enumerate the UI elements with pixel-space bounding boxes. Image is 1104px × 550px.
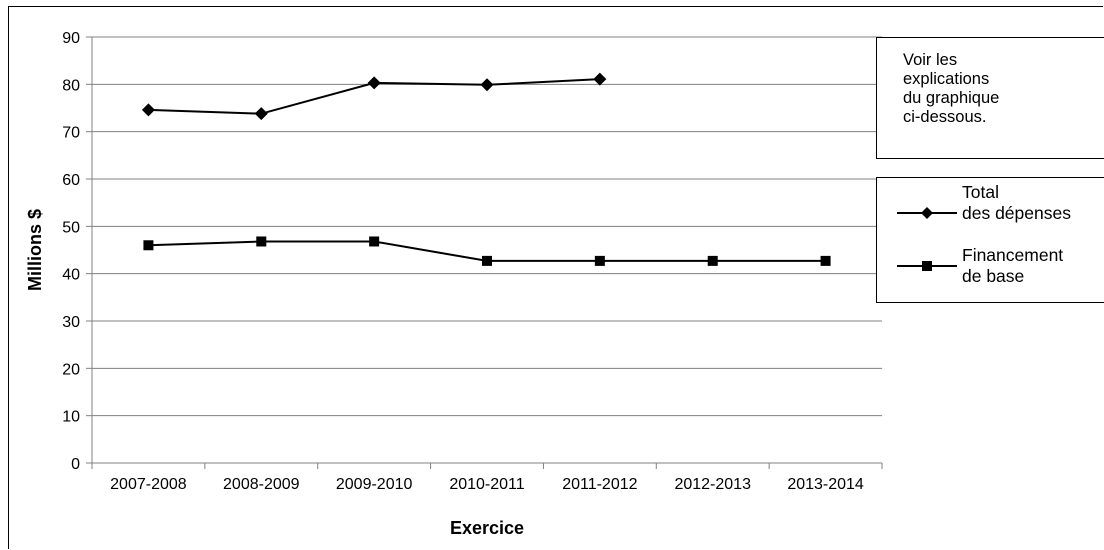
diamond-marker-icon (897, 207, 957, 219)
x-tick-label: 2010-2011 (449, 476, 524, 493)
diamond-point (593, 72, 607, 86)
y-tick-label: 80 (62, 77, 80, 94)
diamond-point (367, 76, 381, 90)
square-point (482, 255, 492, 266)
legend-item-financement-base: Financement de base (877, 245, 1104, 297)
x-tick-label: 2007-2008 (110, 476, 187, 493)
x-tick-label: 2009-2010 (336, 476, 413, 493)
x-tick-label: 2013-2014 (787, 476, 864, 493)
legend-label-line: Financement (962, 245, 1064, 265)
note-line: ci-dessous. (903, 108, 987, 126)
legend-item-total-depenses: Total des dépenses (877, 182, 1104, 234)
y-tick-label: 90 (62, 30, 80, 47)
x-axis-title: Exercice (450, 518, 524, 538)
y-axis-title: Millions $ (25, 209, 45, 291)
square-point (594, 255, 605, 266)
note-line: explications (903, 70, 990, 88)
y-tick-label: 30 (62, 314, 80, 331)
square-point (820, 255, 831, 266)
legend-label-line: de base (962, 266, 1025, 286)
legend: Total des dépenses Financement de base (876, 177, 1104, 303)
chart-frame (8, 6, 1103, 549)
note-line: Voir les (903, 51, 958, 69)
y-tick-label: 10 (62, 409, 80, 426)
legend-label-line: Total (962, 182, 999, 202)
legend-label: Financement de base (962, 245, 1063, 287)
y-tick-label: 60 (62, 172, 80, 189)
square-point (707, 255, 718, 266)
square-point (143, 240, 154, 251)
x-tick-label: 2011-2012 (562, 476, 637, 493)
square-point (369, 236, 380, 247)
diamond-point (141, 103, 155, 117)
legend-label: Total des dépenses (962, 182, 1071, 224)
legend-label-line: des dépenses (962, 203, 1071, 223)
explanation-note: Voir les explications du graphique ci-de… (876, 37, 1104, 159)
square-marker-icon (897, 261, 957, 271)
x-tick-label: 2008-2009 (223, 476, 300, 493)
y-tick-label: 50 (62, 219, 80, 236)
y-tick-label: 40 (62, 267, 80, 284)
diamond-point (254, 107, 268, 121)
diamond-point (480, 78, 494, 92)
y-tick-label: 70 (62, 125, 80, 142)
x-tick-label: 2012-2013 (674, 476, 751, 493)
y-tick-label: 20 (62, 361, 80, 378)
square-point (256, 236, 267, 247)
note-line: du graphique (903, 89, 1000, 107)
y-tick-label: 0 (71, 456, 80, 473)
